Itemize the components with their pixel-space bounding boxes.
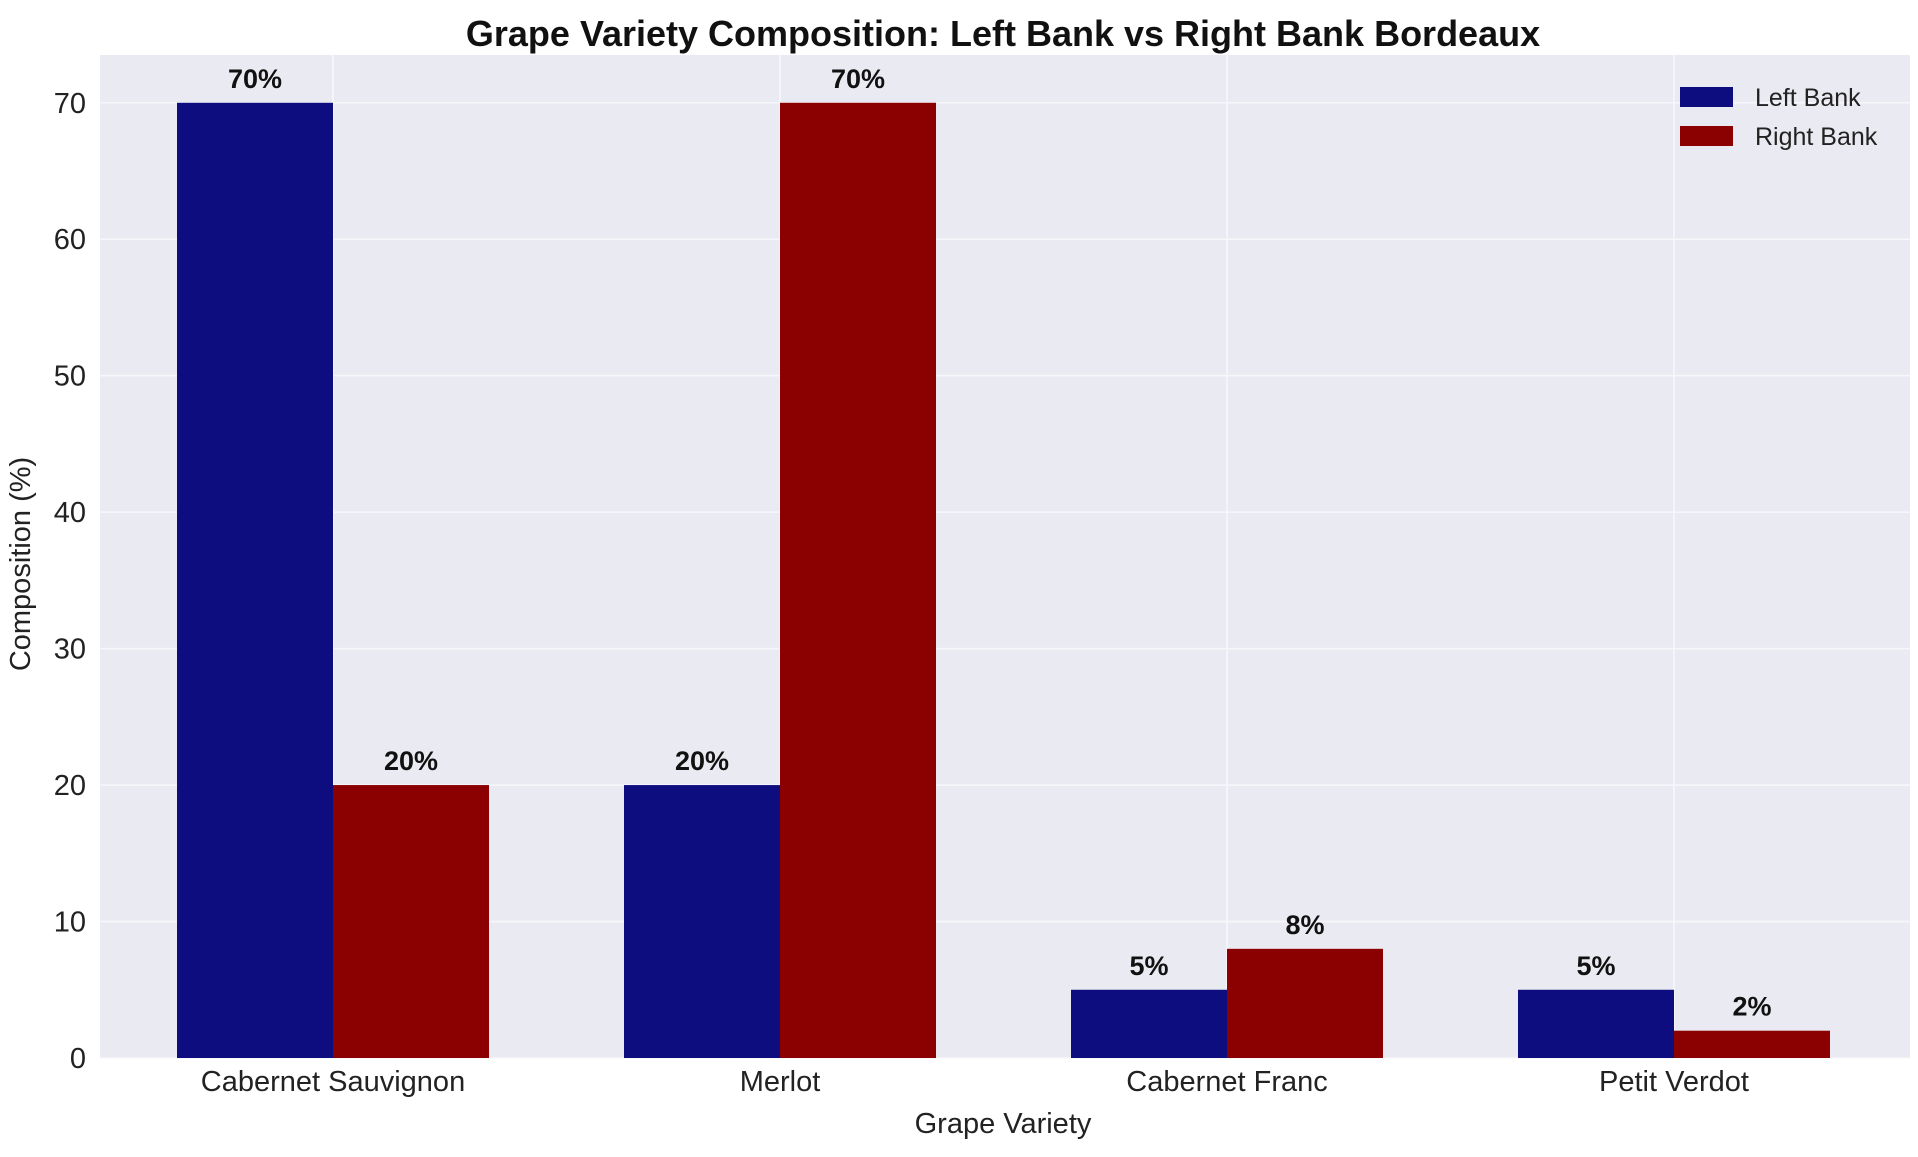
legend-label-right-bank: Right Bank (1755, 123, 1878, 151)
bar-right-bank-cabernet-sauvignon (333, 785, 489, 1058)
legend: Left Bank Right Bank (1680, 84, 1878, 151)
y-tick-label: 60 (54, 224, 86, 256)
bar-right-bank-petit-verdot (1674, 1030, 1830, 1058)
x-tick-label: Cabernet Sauvignon (201, 1066, 465, 1098)
y-tick-label: 50 (54, 361, 86, 393)
legend-swatch-left-bank (1680, 87, 1733, 107)
y-tick-label: 30 (54, 634, 86, 666)
value-labels: 70% 20% 20% 70% 5% 8% 5% 2% (228, 64, 1772, 1022)
x-tick-label: Cabernet Franc (1126, 1066, 1328, 1098)
y-tick-label: 0 (70, 1043, 86, 1075)
value-label-left-bank-cabernet-franc: 5% (1129, 951, 1168, 981)
y-tick-label: 20 (54, 770, 86, 802)
y-axis-label: Composition (%) (5, 457, 37, 671)
y-tick-label: 10 (54, 907, 86, 939)
value-label-right-bank-cabernet-franc: 8% (1285, 910, 1324, 940)
y-tick-label: 40 (54, 497, 86, 529)
bar-left-bank-cabernet-sauvignon (177, 102, 333, 1058)
bar-left-bank-cabernet-franc (1071, 989, 1227, 1058)
bar-right-bank-merlot (780, 102, 936, 1058)
legend-swatch-right-bank (1680, 126, 1733, 146)
chart-title: Grape Variety Composition: Left Bank vs … (466, 13, 1540, 54)
value-label-right-bank-petit-verdot: 2% (1732, 992, 1771, 1022)
grid-lines (100, 55, 1910, 1059)
legend-label-left-bank: Left Bank (1755, 84, 1861, 112)
value-label-left-bank-merlot: 20% (675, 746, 729, 776)
value-label-left-bank-cabernet-sauvignon: 70% (228, 64, 282, 94)
x-tick-label: Merlot (740, 1066, 821, 1098)
value-label-left-bank-petit-verdot: 5% (1576, 951, 1615, 981)
bar-right-bank-cabernet-franc (1227, 948, 1383, 1058)
value-label-right-bank-merlot: 70% (831, 64, 885, 94)
y-axis-ticks: 0 10 20 30 40 50 60 70 (54, 88, 86, 1075)
bar-left-bank-petit-verdot (1518, 989, 1674, 1058)
value-label-right-bank-cabernet-sauvignon: 20% (384, 746, 438, 776)
y-tick-label: 70 (54, 88, 86, 120)
x-tick-label: Petit Verdot (1599, 1066, 1749, 1098)
x-axis-ticks: Cabernet Sauvignon Merlot Cabernet Franc Pe… (201, 1066, 1749, 1098)
bars (177, 102, 1830, 1058)
bar-left-bank-merlot (624, 785, 780, 1058)
x-axis-label: Grape Variety (915, 1108, 1092, 1140)
